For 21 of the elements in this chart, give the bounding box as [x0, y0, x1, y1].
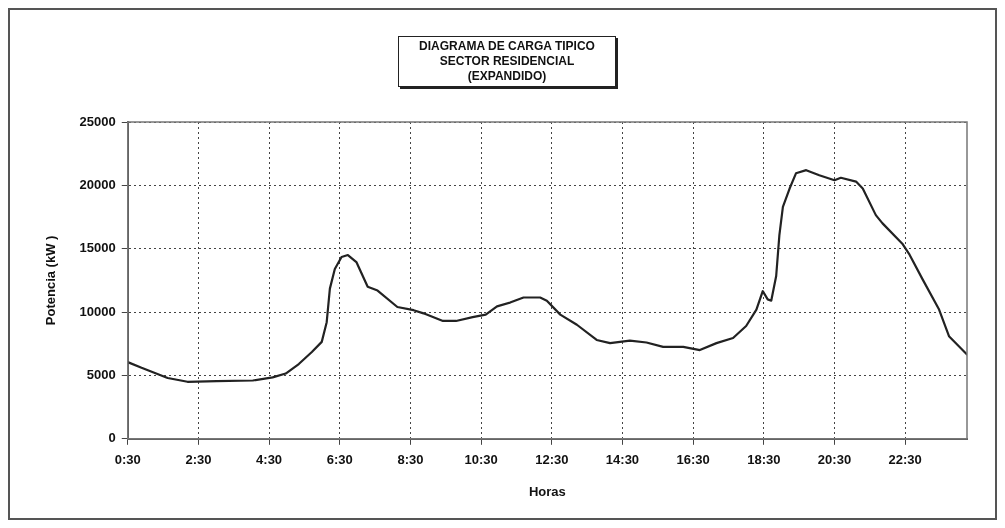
x-tick-label: 0:30 [114, 452, 141, 468]
x-tick-label: 4:30 [256, 452, 283, 468]
y-tick-label: 0 [108, 430, 116, 446]
x-tick-label: 20:30 [817, 452, 852, 468]
chart-title: DIAGRAMA DE CARGA TIPICO SECTOR RESIDENCIAL (EXPANDIDO) [401, 39, 613, 84]
x-tick-label: 18:30 [747, 452, 781, 468]
y-axis-title: Potencia (kW ) [43, 235, 59, 326]
y-tick-label: 15000 [79, 240, 116, 256]
y-tick-label: 5000 [86, 367, 116, 383]
x-tick-label: 10:30 [464, 452, 498, 468]
x-tick-label: 12:30 [535, 452, 569, 468]
y-tick-label: 25000 [79, 113, 116, 129]
y-tick-label: 20000 [79, 176, 116, 192]
x-tick-label: 14:30 [605, 452, 640, 468]
x-axis-title: Horas [528, 483, 566, 499]
y-tick-label: 10000 [79, 303, 116, 319]
x-tick-label: 2:30 [185, 452, 212, 468]
x-tick-label: 6:30 [326, 452, 353, 468]
x-tick-label: 8:30 [397, 452, 424, 468]
x-tick-label: 16:30 [676, 452, 710, 468]
x-tick-label: 22:30 [888, 452, 922, 468]
